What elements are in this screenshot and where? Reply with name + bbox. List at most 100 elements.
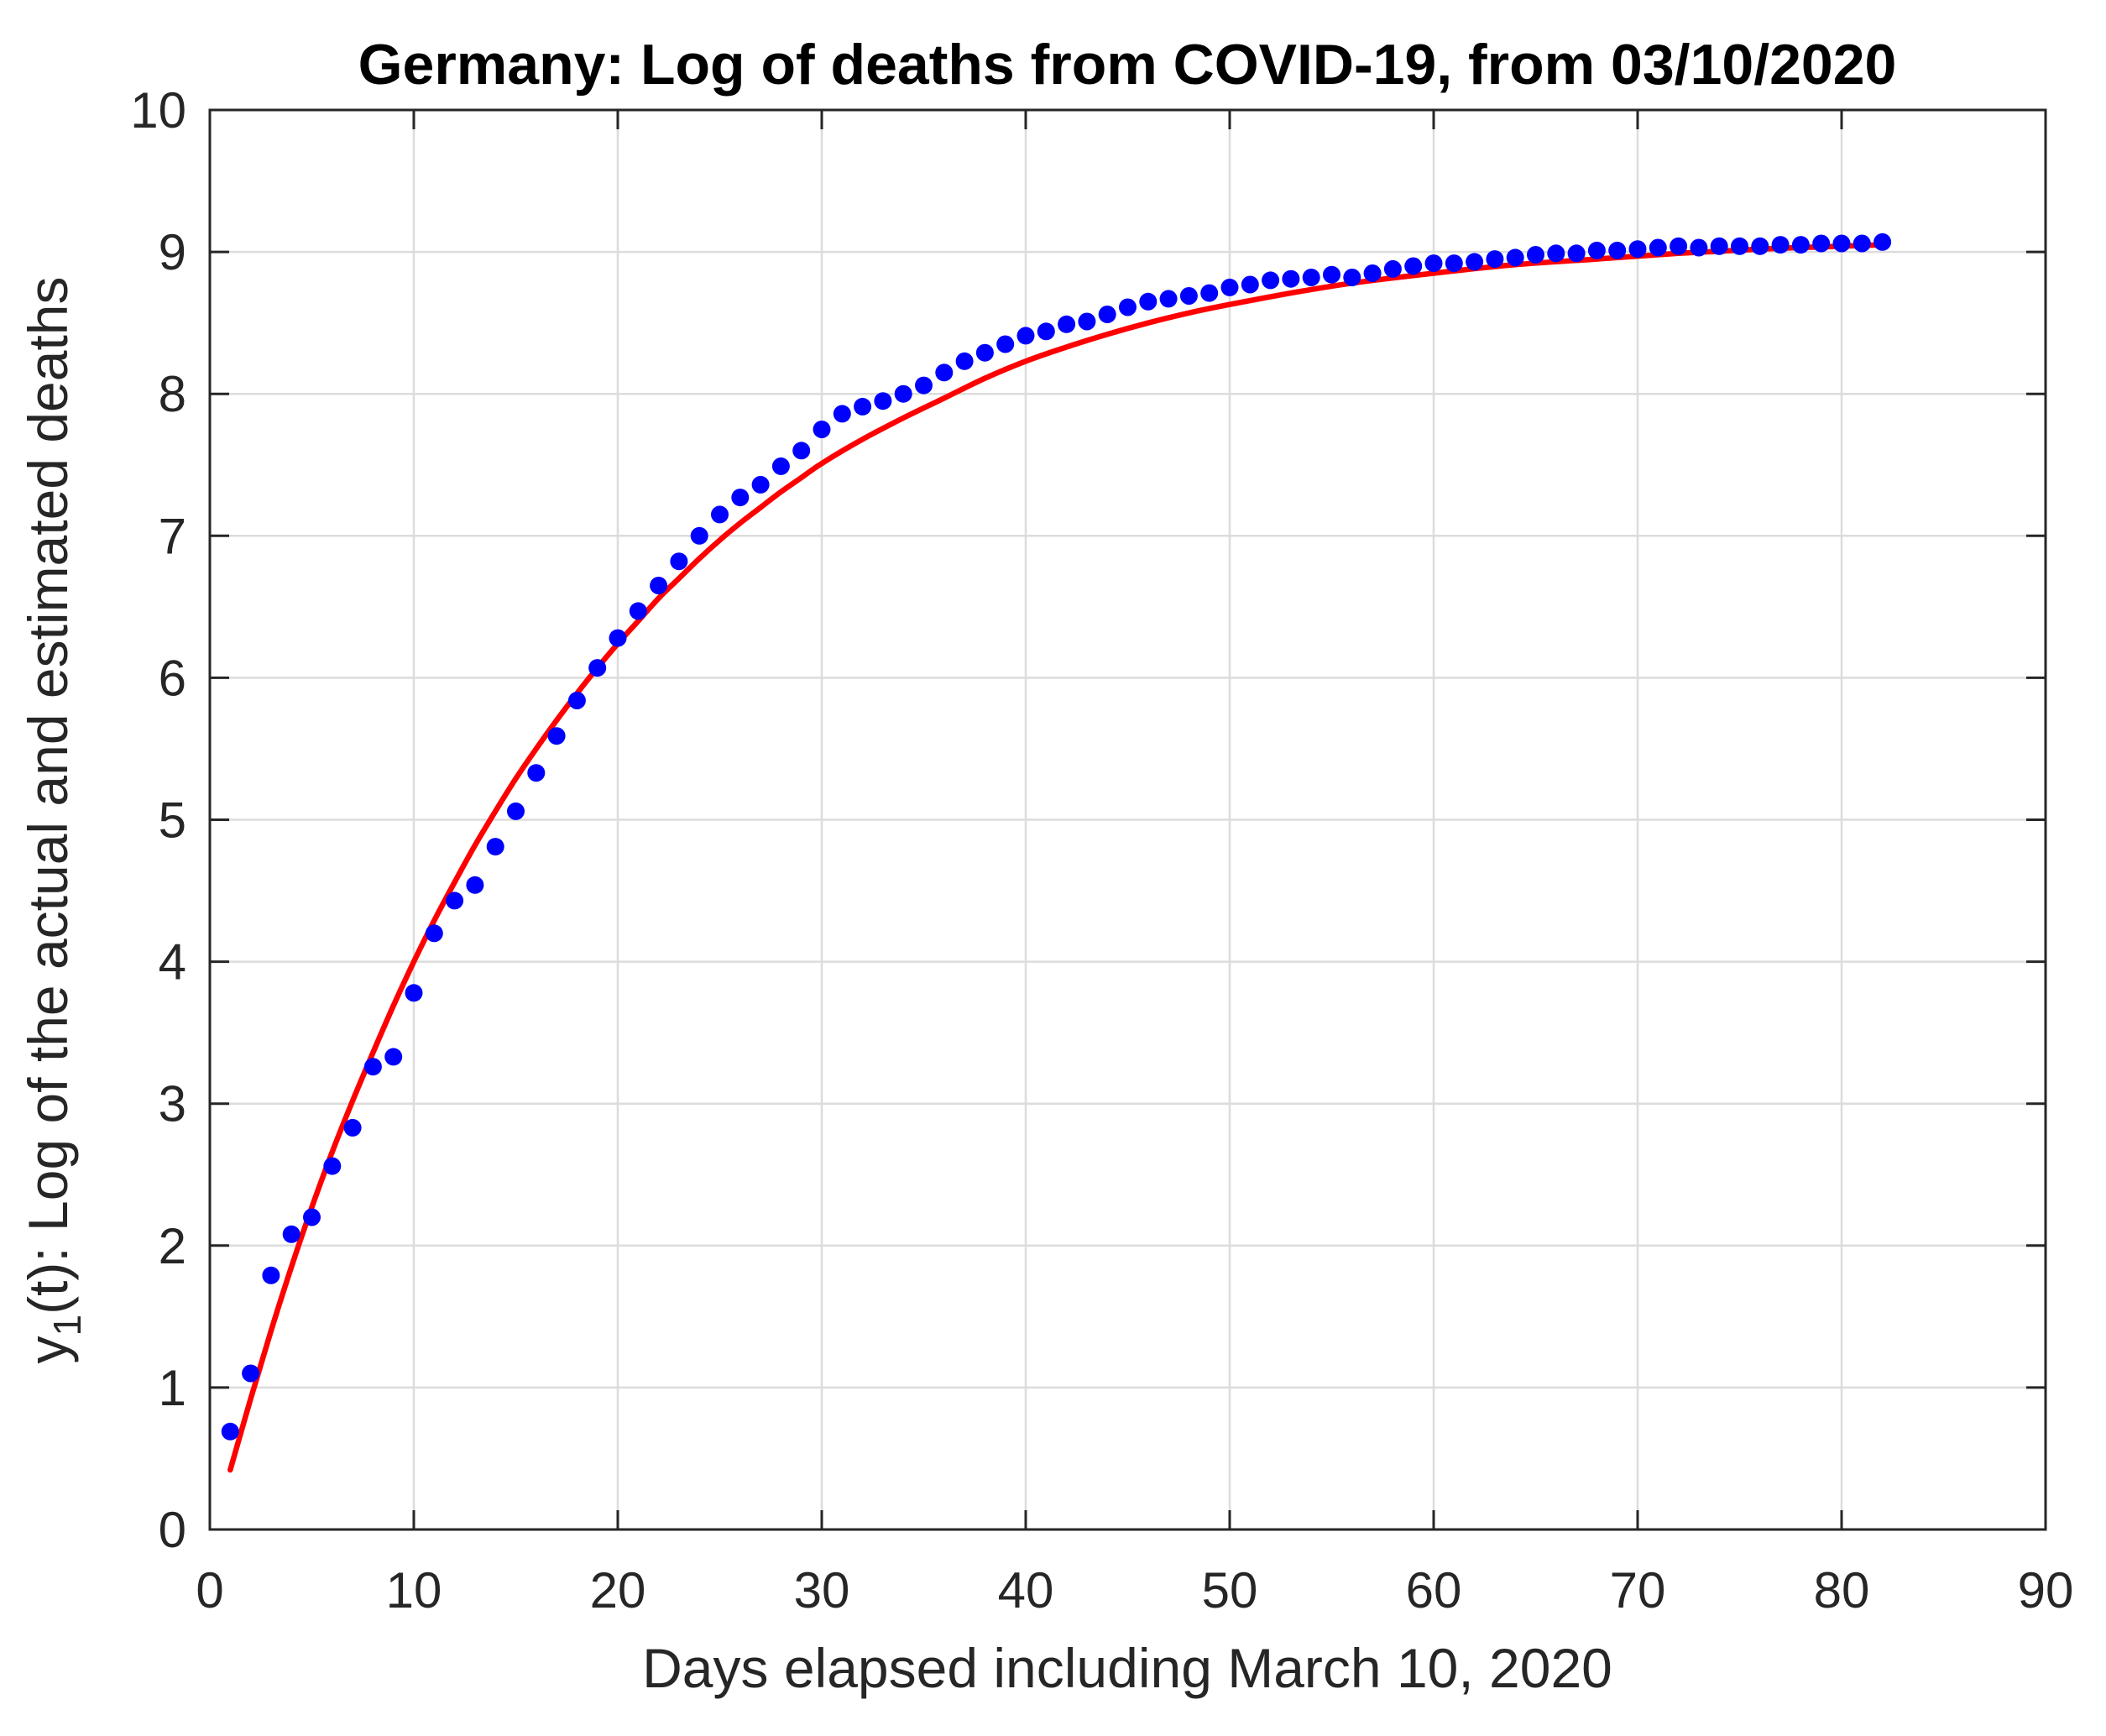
data-point xyxy=(323,1157,342,1175)
data-point xyxy=(955,352,974,370)
data-point xyxy=(425,924,443,943)
data-point xyxy=(1058,315,1076,333)
data-point xyxy=(996,335,1015,353)
data-point xyxy=(1200,284,1219,302)
y-tick-label: 10 xyxy=(130,82,186,139)
x-tick-label: 10 xyxy=(386,1562,442,1618)
data-point xyxy=(1037,322,1055,341)
data-point xyxy=(609,629,627,647)
data-point xyxy=(242,1364,260,1383)
data-point xyxy=(1119,298,1137,316)
data-point xyxy=(1016,327,1035,345)
scatter-points xyxy=(221,233,1892,1441)
data-point xyxy=(670,552,688,571)
y-axis-label: y1(t): Log of the actual and estimated d… xyxy=(17,276,89,1363)
data-point xyxy=(874,392,892,410)
data-point xyxy=(813,421,831,438)
y-tick-label: 4 xyxy=(159,934,186,991)
x-tick-label: 70 xyxy=(1610,1562,1666,1618)
data-point xyxy=(1873,233,1892,251)
x-tick-label: 0 xyxy=(196,1562,223,1618)
data-point xyxy=(833,405,851,423)
data-point xyxy=(1832,234,1851,253)
data-point xyxy=(221,1422,239,1441)
data-point xyxy=(1506,248,1524,267)
y-tick-label: 2 xyxy=(159,1218,186,1274)
data-point xyxy=(1383,259,1402,278)
data-point xyxy=(1710,237,1728,255)
data-point xyxy=(1241,275,1259,294)
data-point xyxy=(405,984,423,1002)
data-point xyxy=(343,1118,362,1137)
data-point xyxy=(1262,271,1280,290)
data-point xyxy=(547,727,566,745)
data-point xyxy=(1567,244,1586,263)
data-point xyxy=(1628,240,1647,259)
data-point xyxy=(915,376,933,395)
x-axis-label: Days elapsed including March 10, 2020 xyxy=(642,1637,1612,1699)
data-point xyxy=(384,1048,403,1066)
data-point xyxy=(1649,238,1667,257)
chart-title: Germany: Log of deaths from COVID-19, fr… xyxy=(358,33,1897,97)
grid-lines xyxy=(210,110,2046,1529)
data-point xyxy=(711,505,729,524)
data-point xyxy=(1220,278,1239,296)
data-point xyxy=(303,1208,321,1226)
data-point xyxy=(854,397,872,416)
data-point xyxy=(1812,234,1831,253)
y-tick-label: 1 xyxy=(159,1360,186,1416)
data-point xyxy=(1791,236,1810,254)
data-point xyxy=(1751,237,1769,255)
y-tick-label: 9 xyxy=(159,224,186,280)
y-tick-label: 7 xyxy=(159,508,186,564)
data-point xyxy=(507,802,525,820)
x-tick-label: 50 xyxy=(1202,1562,1258,1618)
data-point xyxy=(1139,292,1158,311)
x-tick-label: 20 xyxy=(590,1562,646,1618)
y-tick-labels: 0 1 2 3 4 5 6 7 8 9 10 xyxy=(130,82,186,1558)
data-point xyxy=(1547,244,1565,263)
data-point xyxy=(567,692,586,709)
x-tick-label: 40 xyxy=(998,1562,1054,1618)
y-axis-label-subscript: 1 xyxy=(45,1315,89,1336)
data-point xyxy=(1731,237,1748,255)
data-point xyxy=(486,838,504,856)
data-point xyxy=(282,1225,300,1243)
y-tick-label: 5 xyxy=(159,792,186,849)
y-tick-label: 0 xyxy=(159,1502,186,1558)
data-point xyxy=(731,489,750,507)
data-point xyxy=(1343,269,1361,286)
data-point xyxy=(751,475,770,494)
data-point xyxy=(1608,241,1627,259)
data-point xyxy=(629,602,647,620)
tick-marks xyxy=(208,108,2047,1531)
data-point xyxy=(262,1266,280,1284)
data-point xyxy=(894,384,912,403)
data-point xyxy=(466,876,484,894)
y-tick-label: 6 xyxy=(159,650,186,706)
x-tick-label: 60 xyxy=(1406,1562,1462,1618)
x-tick-labels: 0 10 20 30 40 50 60 70 80 90 xyxy=(196,1562,2073,1618)
data-point xyxy=(1282,269,1300,288)
data-point xyxy=(1690,238,1708,257)
data-point xyxy=(527,764,546,782)
data-point xyxy=(771,457,790,475)
data-point xyxy=(588,659,607,677)
data-point xyxy=(690,526,708,545)
data-point xyxy=(1323,265,1340,284)
data-point xyxy=(1587,241,1606,259)
data-point xyxy=(1179,287,1198,305)
y-tick-label: 3 xyxy=(159,1076,186,1132)
data-point xyxy=(1363,264,1382,282)
x-tick-label: 90 xyxy=(2018,1562,2074,1618)
x-tick-label: 80 xyxy=(1814,1562,1870,1618)
data-point xyxy=(975,343,994,362)
data-point xyxy=(1302,269,1320,286)
y-axis-label-prefix: y xyxy=(17,1336,79,1364)
data-point xyxy=(1404,257,1423,275)
data-point xyxy=(650,577,668,594)
data-point xyxy=(1445,254,1463,273)
data-point xyxy=(1424,254,1443,273)
